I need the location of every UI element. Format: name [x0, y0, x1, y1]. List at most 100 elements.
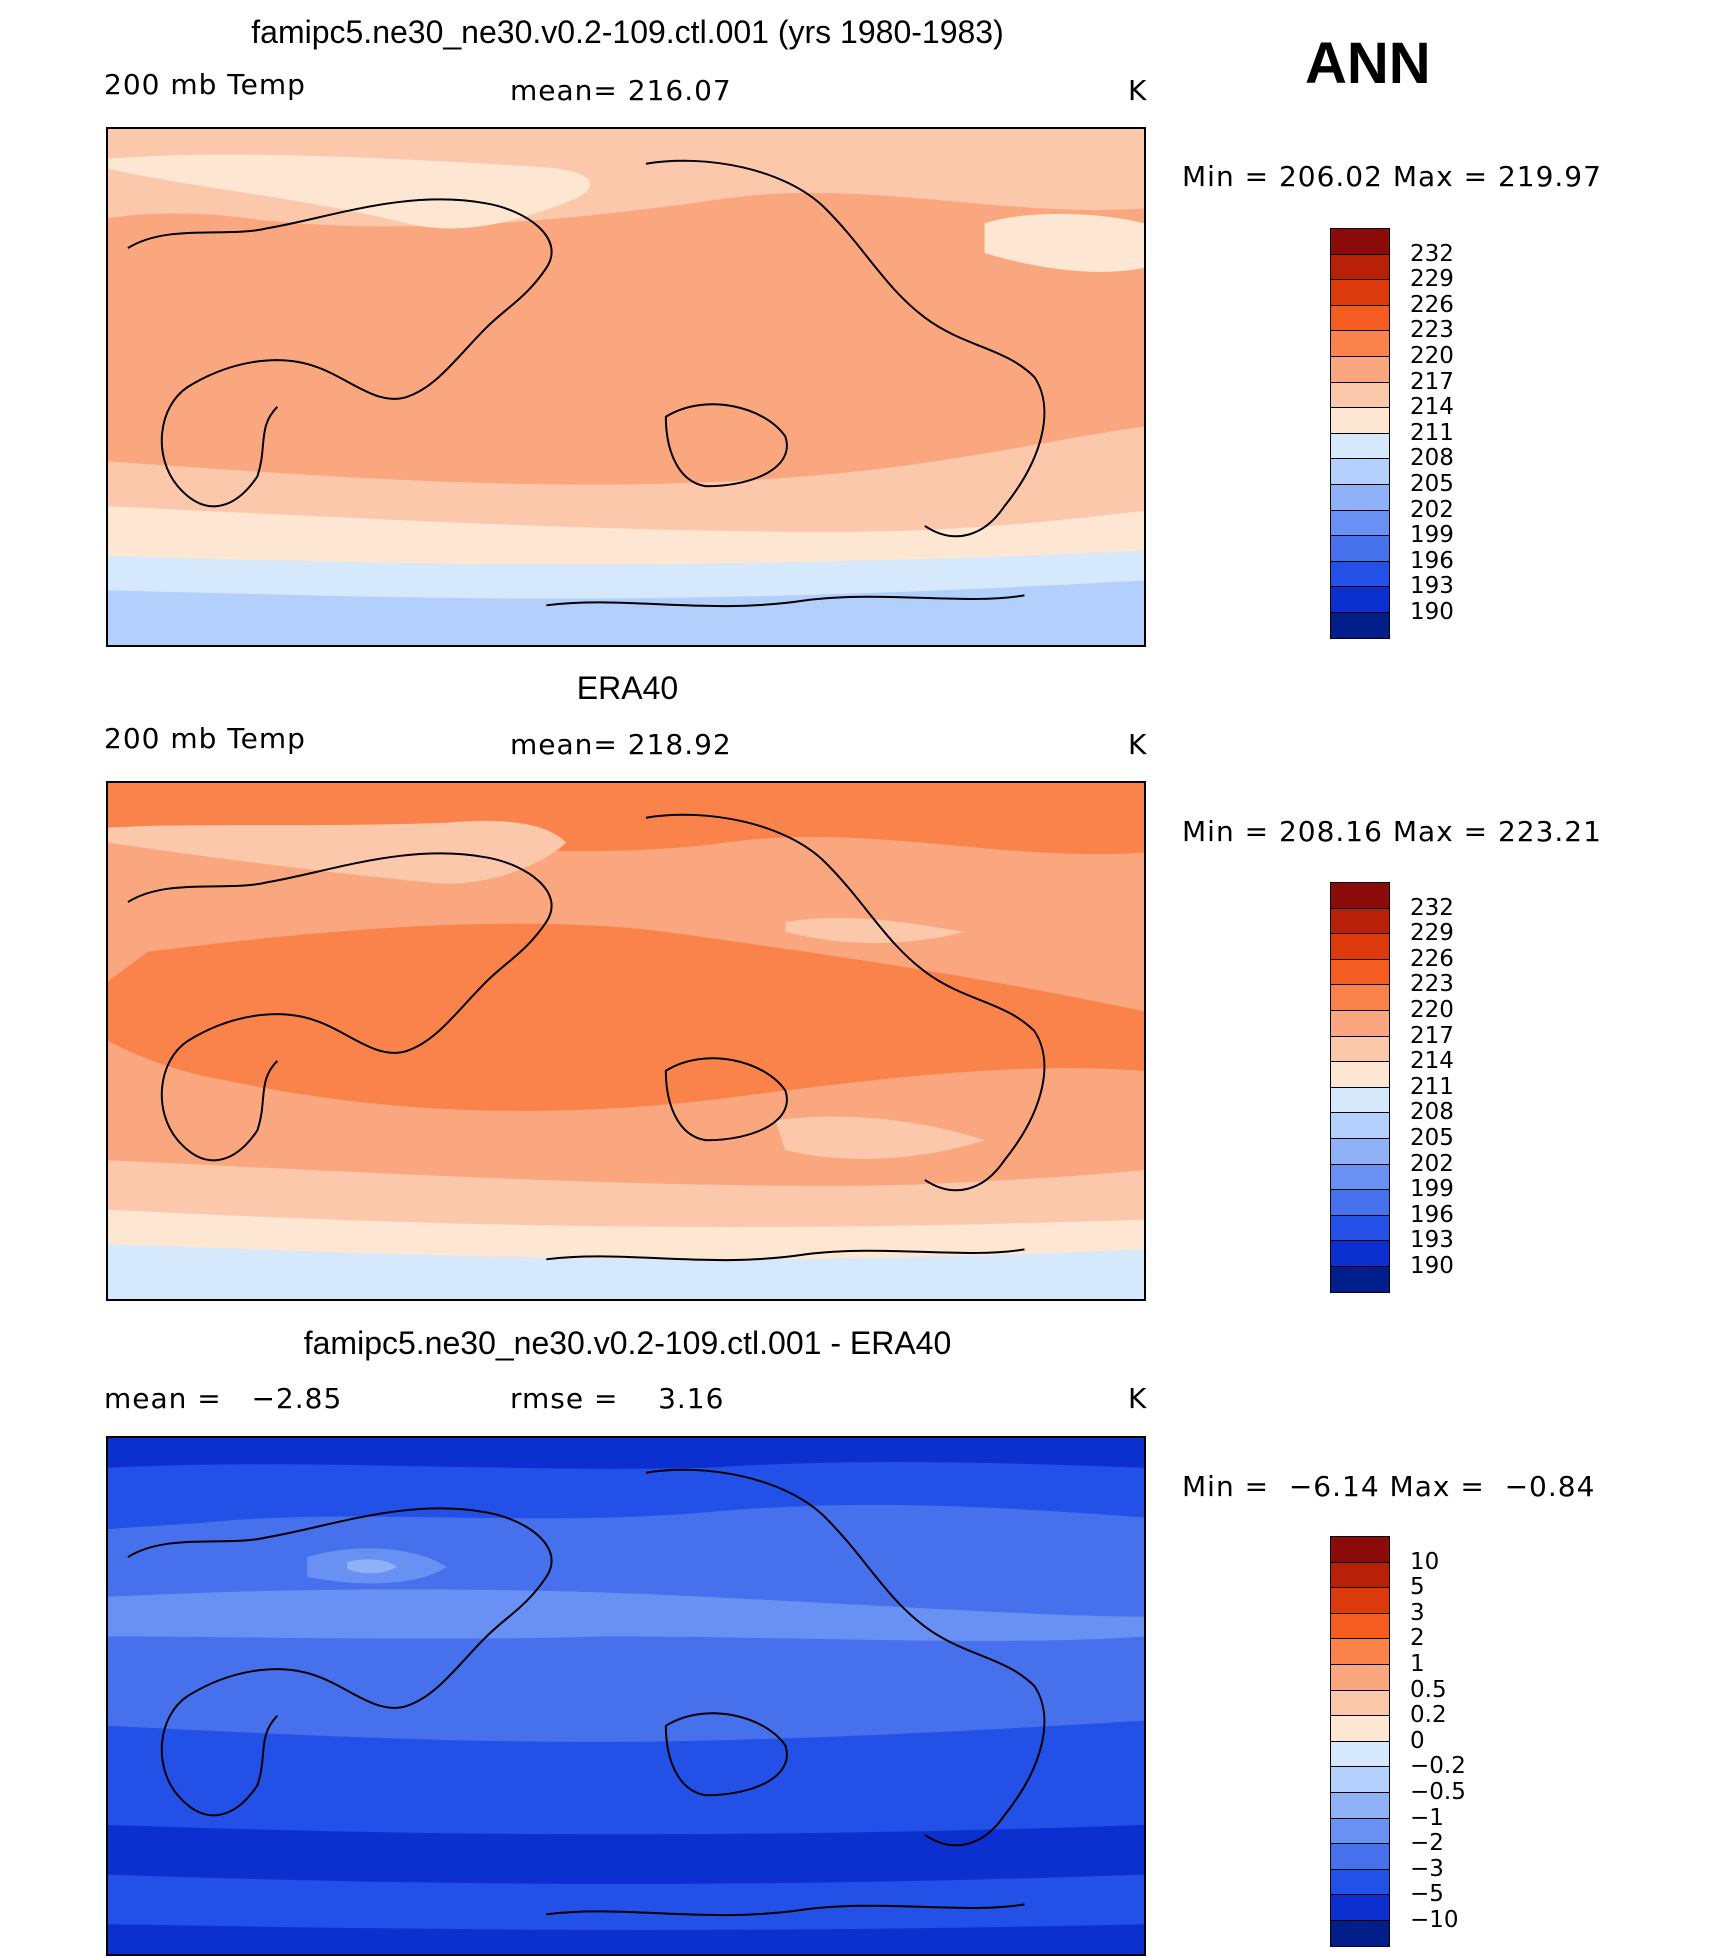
panel1-map — [106, 127, 1146, 647]
colorbar-tick-label: 220 — [1410, 997, 1454, 1023]
colorbar-tick-label: 1 — [1410, 1651, 1425, 1677]
colorbar-swatch — [1330, 484, 1390, 511]
colorbar-tick-label: 190 — [1410, 599, 1454, 625]
p2-band-tropics — [108, 923, 1144, 1111]
p2-band-spacific — [775, 1116, 985, 1159]
panel2-variable-label: 200 mb Temp — [104, 722, 306, 755]
colorbar-swatch — [1330, 907, 1390, 935]
colorbar-swatch — [1330, 1214, 1390, 1242]
panel3-title: famipc5.ne30_ne30.v0.2-109.ctl.001 - ERA… — [303, 1325, 952, 1361]
p3-coastlines — [127, 1468, 1046, 1917]
colorbar-swatch — [1330, 984, 1390, 1011]
colorbar-swatch — [1330, 228, 1390, 255]
colorbar-tick-label: 211 — [1410, 1073, 1454, 1100]
colorbar-swatch — [1330, 1035, 1390, 1063]
colorbar-swatch — [1330, 304, 1390, 332]
panel1-units-label: K — [1128, 74, 1148, 107]
panel3-colorbar — [1330, 1536, 1390, 1947]
p2-band-npacific — [785, 917, 965, 944]
colorbar-swatch — [1330, 1010, 1390, 1037]
colorbar-tick-label: 193 — [1410, 1227, 1454, 1254]
panel3-mean-label: mean = −2.85 — [104, 1382, 343, 1415]
colorbar-tick-label: 196 — [1410, 1201, 1454, 1228]
colorbar-tick-label: 229 — [1410, 266, 1454, 293]
colorbar-tick-label: 220 — [1410, 343, 1454, 369]
colorbar-tick-label: −1 — [1410, 1804, 1444, 1831]
panel1-colorbar — [1330, 228, 1390, 639]
panel1-variable-label: 200 mb Temp — [104, 68, 306, 101]
p3-band-antarctic — [108, 1924, 1144, 1954]
colorbar-tick-label: 205 — [1410, 1125, 1454, 1151]
colorbar-tick-label: −10 — [1410, 1907, 1459, 1933]
colorbar-tick-label: 196 — [1410, 547, 1454, 574]
colorbar-tick-label: −0.2 — [1410, 1753, 1466, 1780]
p3-band-arctic — [108, 1438, 1144, 1469]
panel2-map — [106, 781, 1146, 1301]
colorbar-tick-label: 214 — [1410, 1048, 1454, 1075]
panel1-mean-label: mean= 216.07 — [510, 74, 732, 107]
colorbar-tick-label: 5 — [1410, 1574, 1425, 1601]
colorbar-tick-label: 0 — [1410, 1727, 1425, 1754]
panel3-contour-plot — [108, 1438, 1144, 1954]
colorbar-swatch — [1330, 560, 1390, 588]
colorbar-tick-label: 229 — [1410, 920, 1454, 947]
p1-coastlines — [127, 159, 1046, 608]
colorbar-swatch — [1330, 1536, 1390, 1563]
colorbar-tick-label: 199 — [1410, 1176, 1454, 1203]
colorbar-tick-label: 232 — [1410, 240, 1454, 267]
p3-band-tibet-core — [347, 1559, 397, 1574]
colorbar-swatch — [1330, 1138, 1390, 1165]
colorbar-tick-label: 0.5 — [1410, 1676, 1447, 1703]
colorbar-tick-label: −5 — [1410, 1881, 1444, 1908]
colorbar-swatch — [1330, 1715, 1390, 1742]
colorbar-swatch — [1330, 612, 1390, 639]
colorbar-swatch — [1330, 1920, 1390, 1947]
colorbar-tick-label: −3 — [1410, 1855, 1444, 1882]
colorbar-swatch — [1330, 1689, 1390, 1717]
season-label: ANN — [1305, 31, 1431, 96]
panel3-rmse-label: rmse = 3.16 — [510, 1382, 725, 1415]
colorbar-tick-label: 202 — [1410, 1150, 1454, 1177]
colorbar-swatch — [1330, 1664, 1390, 1691]
panel1-minmax-label: Min = 206.02 Max = 219.97 — [1182, 160, 1602, 193]
colorbar-swatch — [1330, 1894, 1390, 1921]
colorbar-tick-label: 217 — [1410, 1022, 1454, 1049]
colorbar-tick-label: 208 — [1410, 445, 1454, 472]
colorbar-tick-label: 205 — [1410, 471, 1454, 497]
colorbar-tick-label: 202 — [1410, 496, 1454, 523]
colorbar-swatch — [1330, 253, 1390, 281]
colorbar-tick-label: 190 — [1410, 1253, 1454, 1279]
colorbar-swatch — [1330, 1587, 1390, 1614]
colorbar-tick-label: 226 — [1410, 291, 1454, 318]
colorbar-swatch — [1330, 1561, 1390, 1589]
colorbar-swatch — [1330, 1638, 1390, 1665]
p1-band-atlantic — [984, 213, 1144, 272]
colorbar-tick-label: 211 — [1410, 419, 1454, 446]
colorbar-tick-label: 223 — [1410, 971, 1454, 998]
colorbar-swatch — [1330, 535, 1390, 562]
colorbar-swatch — [1330, 356, 1390, 383]
colorbar-swatch — [1330, 1612, 1390, 1640]
colorbar-tick-label: 214 — [1410, 394, 1454, 421]
colorbar-tick-label: 2 — [1410, 1625, 1425, 1652]
panel2-contour-plot — [108, 783, 1144, 1299]
colorbar-tick-label: 0.2 — [1410, 1702, 1447, 1729]
colorbar-swatch — [1330, 882, 1390, 909]
colorbar-tick-label: 232 — [1410, 894, 1454, 921]
colorbar-tick-label: 199 — [1410, 522, 1454, 549]
colorbar-swatch — [1330, 933, 1390, 960]
p3-band-subtrop — [108, 1589, 1144, 1641]
panel2-minmax-label: Min = 208.16 Max = 223.21 — [1182, 815, 1602, 848]
colorbar-tick-label: 223 — [1410, 317, 1454, 344]
colorbar-swatch — [1330, 1061, 1390, 1088]
colorbar-swatch — [1330, 1266, 1390, 1293]
colorbar-swatch — [1330, 1868, 1390, 1896]
colorbar-tick-label: 226 — [1410, 945, 1454, 972]
panel2-title: ERA40 — [576, 670, 679, 706]
colorbar-tick-label: 208 — [1410, 1099, 1454, 1126]
panel2-colorbar — [1330, 882, 1390, 1293]
colorbar-swatch — [1330, 586, 1390, 613]
colorbar-tick-label: −2 — [1410, 1830, 1444, 1857]
colorbar-swatch — [1330, 1817, 1390, 1845]
panel1-contour-plot — [108, 129, 1144, 645]
